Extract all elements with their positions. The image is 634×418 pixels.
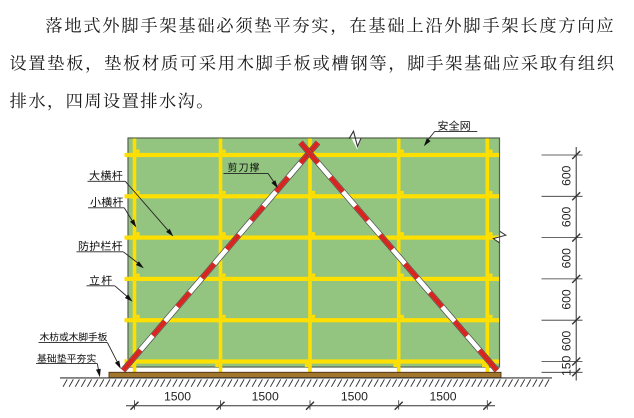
svg-text:600: 600 bbox=[560, 165, 574, 186]
svg-text:1500: 1500 bbox=[429, 390, 456, 404]
svg-text:600: 600 bbox=[560, 289, 574, 310]
svg-text:600: 600 bbox=[560, 207, 574, 228]
svg-text:150: 150 bbox=[560, 355, 574, 376]
svg-text:600: 600 bbox=[560, 248, 574, 269]
svg-text:1500: 1500 bbox=[252, 390, 279, 404]
svg-text:1500: 1500 bbox=[164, 390, 191, 404]
svg-text:1500: 1500 bbox=[341, 390, 368, 404]
svg-text:600: 600 bbox=[560, 331, 574, 352]
